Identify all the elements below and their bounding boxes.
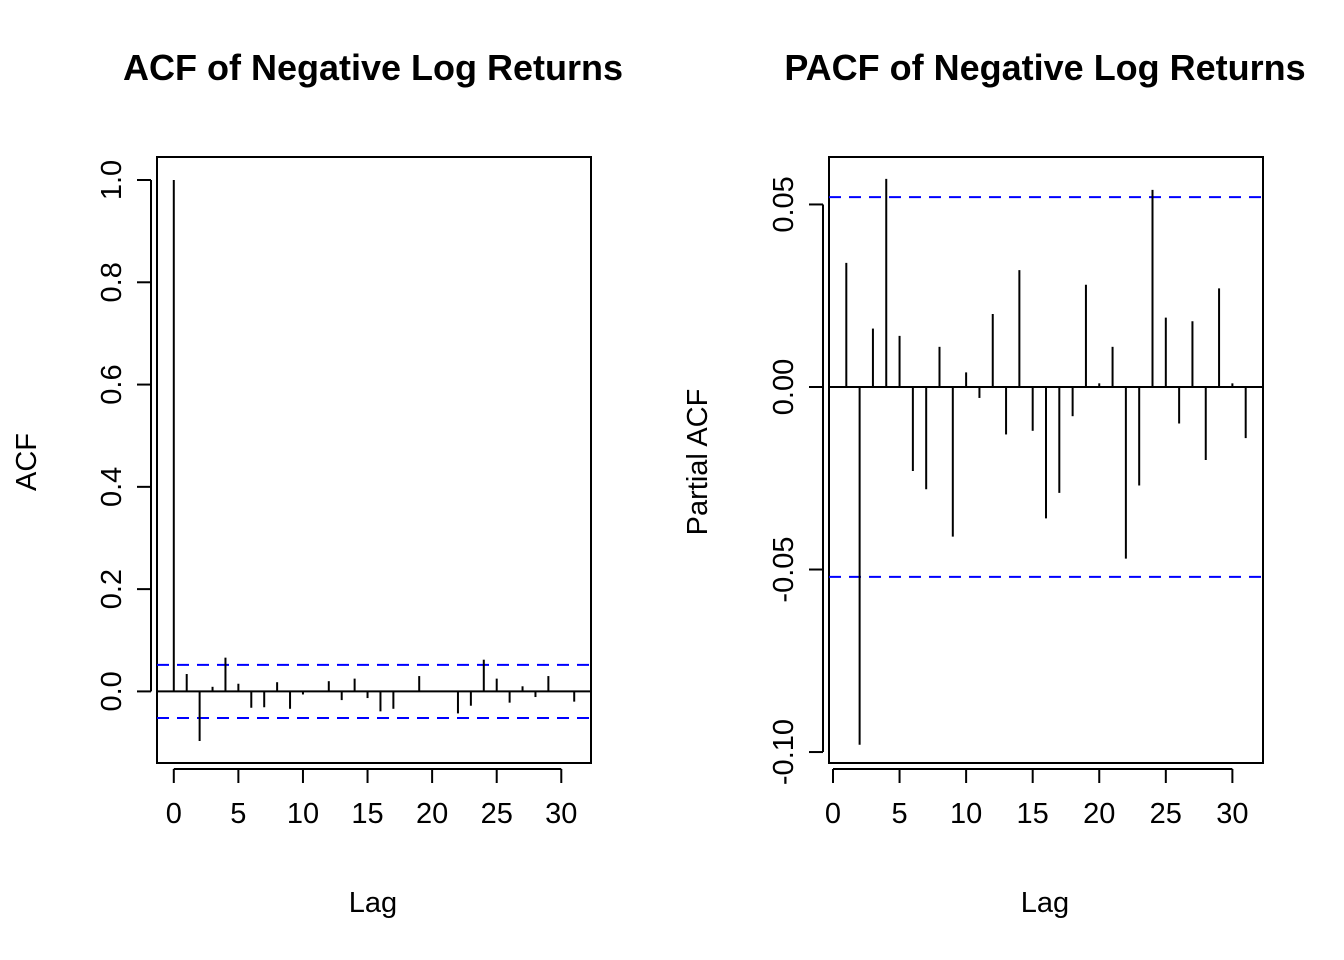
acf-x-tick-label: 15 bbox=[351, 798, 383, 830]
pacf-plot-frame bbox=[828, 156, 1264, 764]
pacf-x-tick-label: 25 bbox=[1150, 798, 1182, 830]
acf-x-tick-label: 30 bbox=[545, 798, 577, 830]
acf-y-tick-label: 0.6 bbox=[96, 364, 128, 404]
pacf-panel: PACF of Negative Log Returns Lag Partial… bbox=[682, 47, 1306, 919]
pacf-y-tick-label: -0.10 bbox=[768, 719, 800, 785]
acf-x-tick-label: 5 bbox=[230, 798, 246, 830]
acf-title: ACF of Negative Log Returns bbox=[123, 47, 623, 88]
acf-y-tick-label: 0.4 bbox=[96, 467, 128, 507]
acf-y-tick-label: 0.8 bbox=[96, 262, 128, 302]
acf-x-tick-label: 0 bbox=[166, 798, 182, 830]
pacf-y-tick-label: 0.00 bbox=[768, 359, 800, 415]
acf-panel: ACF of Negative Log Returns Lag ACF 0 5 10… bbox=[11, 47, 623, 919]
acf-plot-frame bbox=[156, 156, 592, 764]
acf-y-tick-label: 0.2 bbox=[96, 569, 128, 609]
pacf-x-tick-label: 10 bbox=[950, 798, 982, 830]
pacf-x-tick-label: 20 bbox=[1083, 798, 1115, 830]
pacf-title: PACF of Negative Log Returns bbox=[784, 47, 1305, 88]
pacf-x-tick-label: 15 bbox=[1017, 798, 1049, 830]
acf-x-tick-label: 10 bbox=[287, 798, 319, 830]
pacf-x-tick-label: 0 bbox=[825, 798, 841, 830]
pacf-y-tick-label: 0.05 bbox=[768, 176, 800, 232]
acf-y-tick-label: 0.0 bbox=[96, 671, 128, 711]
pacf-x-tick-label: 5 bbox=[891, 798, 907, 830]
acf-y-axis-label: ACF bbox=[11, 433, 43, 491]
pacf-y-tick-label: -0.05 bbox=[768, 536, 800, 602]
acf-x-axis-label: Lag bbox=[349, 887, 397, 919]
acf-x-tick-label: 25 bbox=[481, 798, 513, 830]
pacf-x-tick-label: 30 bbox=[1216, 798, 1248, 830]
pacf-y-axis-label: Partial ACF bbox=[682, 389, 714, 536]
acf-x-tick-label: 20 bbox=[416, 798, 448, 830]
pacf-x-axis-label: Lag bbox=[1021, 887, 1069, 919]
acf-y-tick-label: 1.0 bbox=[96, 160, 128, 200]
